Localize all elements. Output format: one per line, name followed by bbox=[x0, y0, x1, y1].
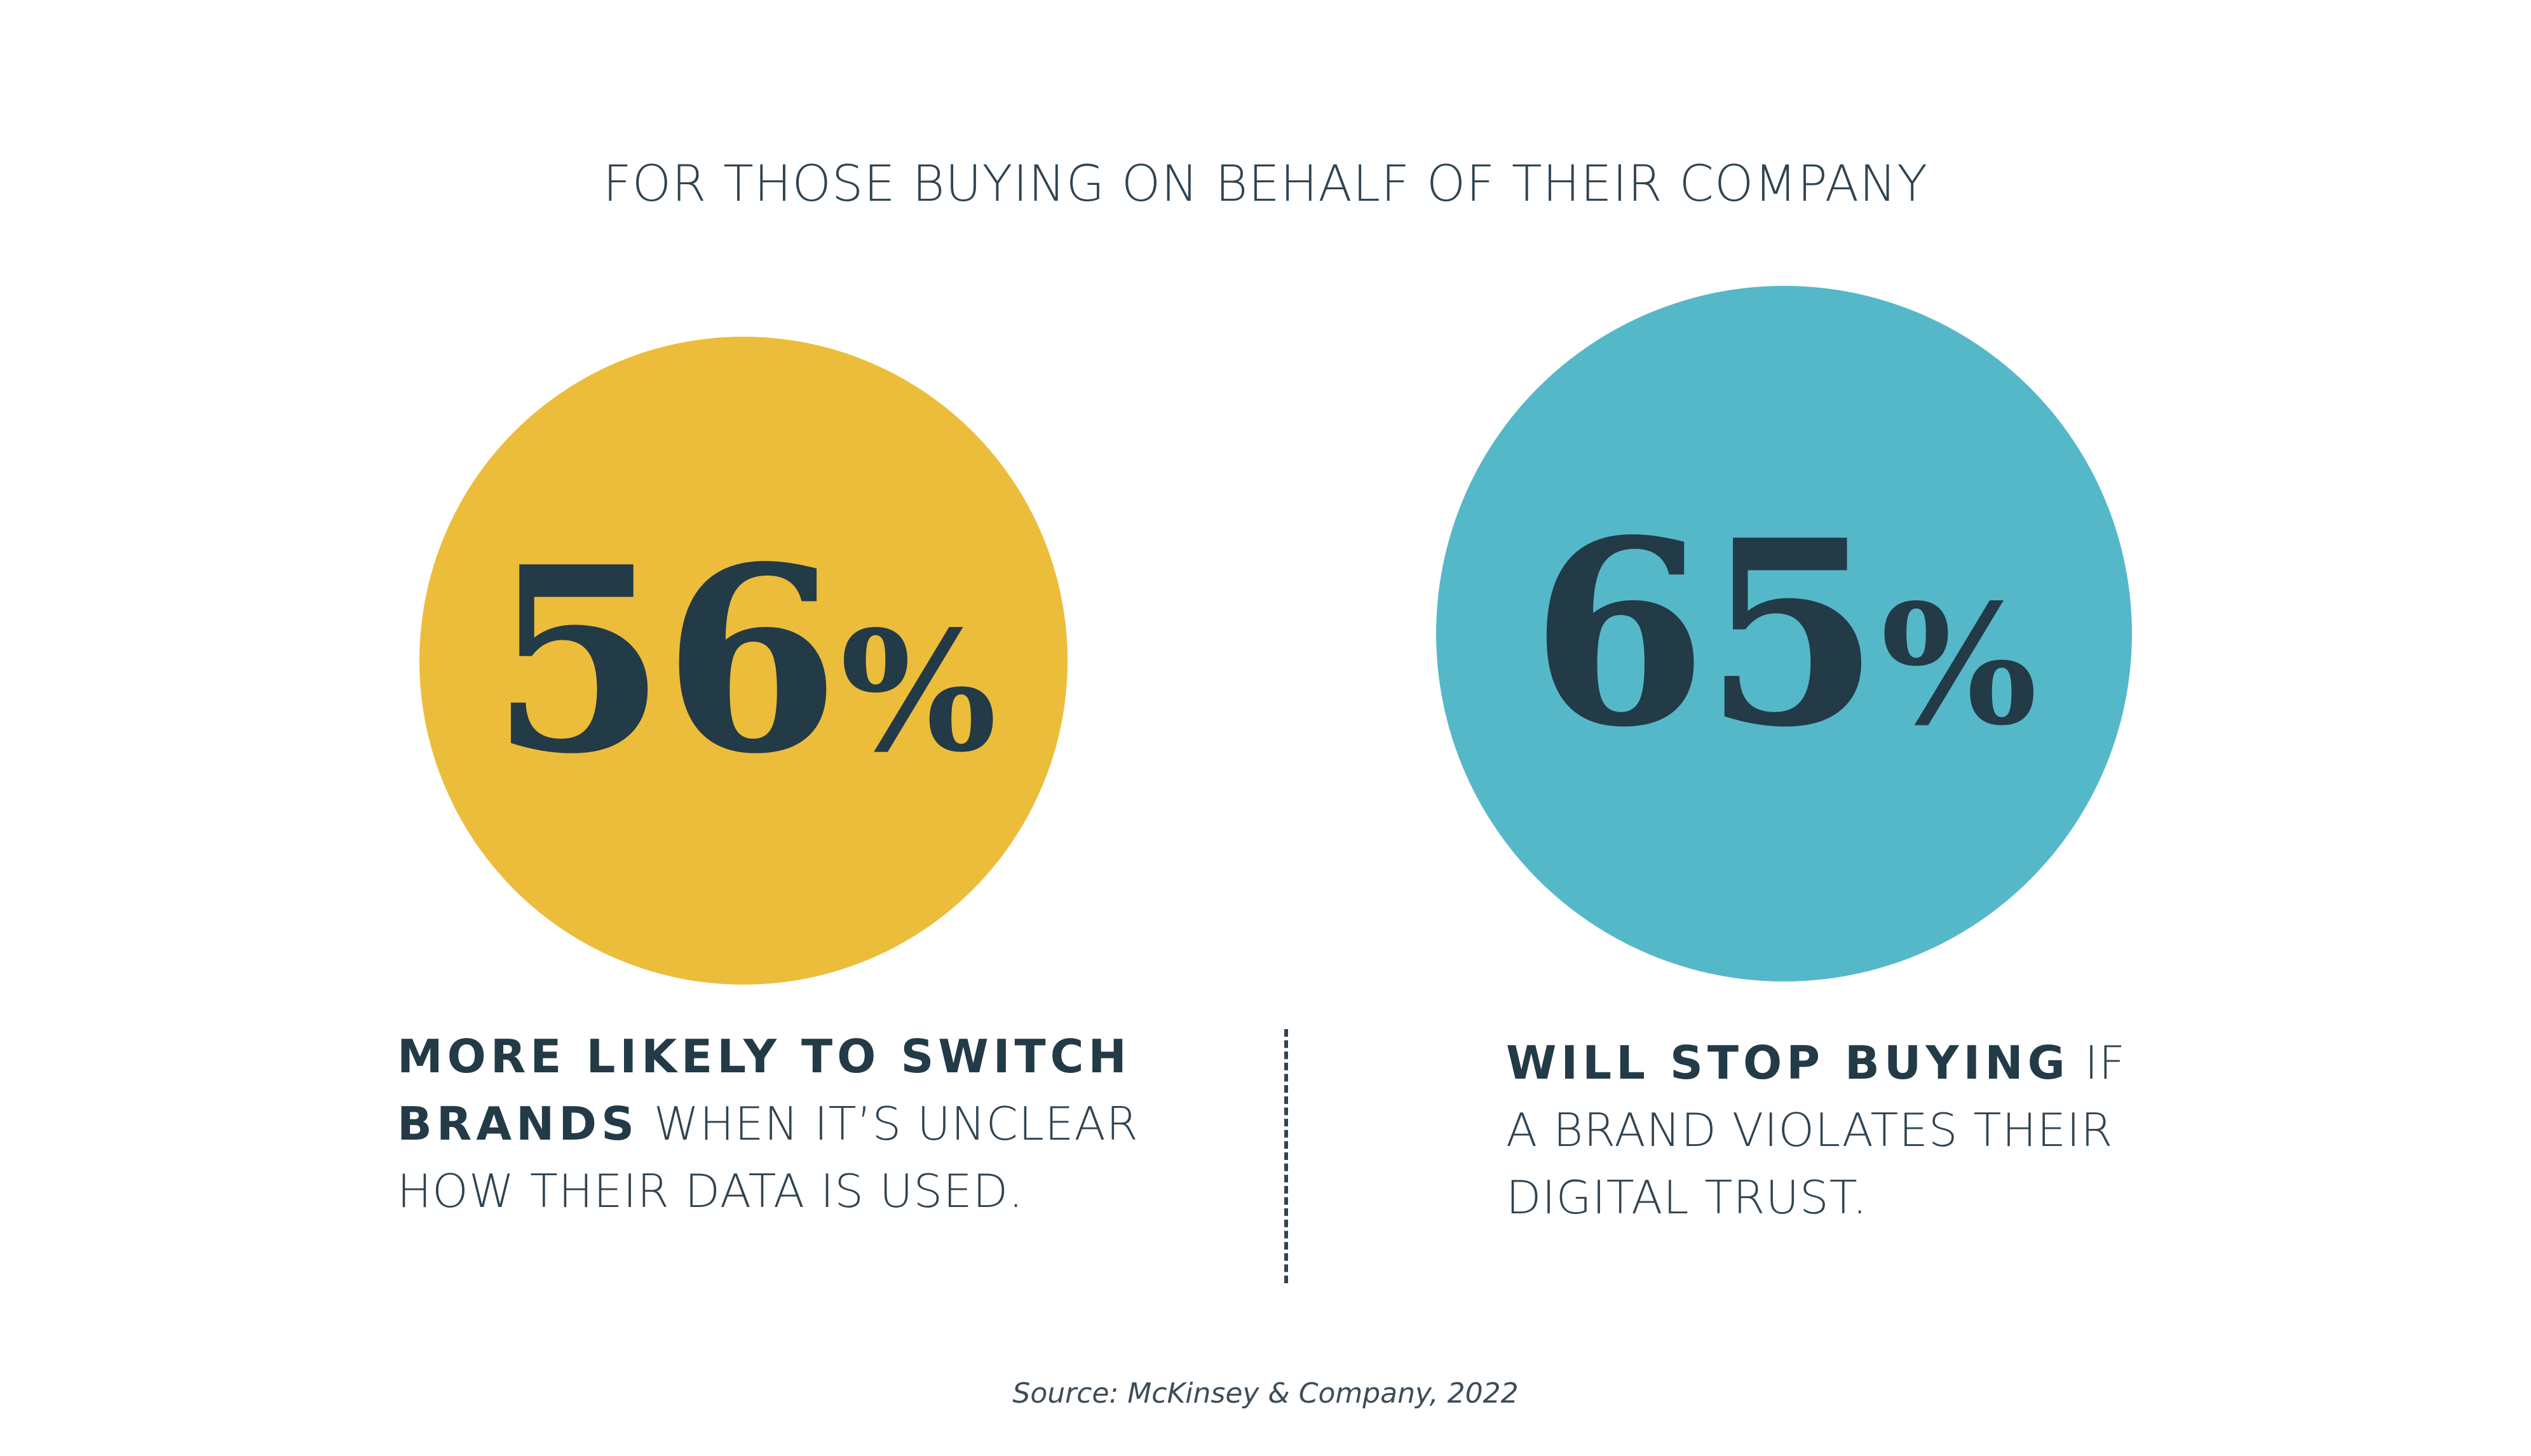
stat-65-percent: 65% bbox=[1531, 507, 2038, 761]
desc-bold: WILL STOP BUYING bbox=[1506, 1036, 2070, 1089]
dashed-divider bbox=[1284, 1029, 1288, 1283]
percent-sign: % bbox=[839, 595, 997, 789]
desc-bold: BRANDS bbox=[397, 1097, 639, 1150]
desc-bold: MORE LIKELY TO SWITCH bbox=[397, 1030, 1131, 1083]
stat-56-percent: 56% bbox=[490, 534, 997, 788]
stat-circle-teal: 65% bbox=[1436, 286, 2132, 981]
desc-text: HOW THEIR DATA IS USED. bbox=[397, 1164, 1024, 1218]
stat-description-stop-buying: WILL STOP BUYING IF A BRAND VIOLATES THE… bbox=[1506, 1029, 2269, 1231]
percent-sign: % bbox=[1880, 568, 2038, 762]
infographic-heading: FOR THOSE BUYING ON BEHALF OF THEIR COMP… bbox=[602, 156, 1929, 213]
stat-number: 56 bbox=[490, 511, 840, 810]
stat-description-switch-brands: MORE LIKELY TO SWITCH BRANDS WHEN IT’S U… bbox=[397, 1023, 1198, 1225]
desc-text: WHEN IT’S UNCLEAR bbox=[638, 1097, 1139, 1150]
desc-text: DIGITAL TRUST. bbox=[1506, 1171, 1868, 1224]
desc-text: A BRAND VIOLATES THEIR bbox=[1506, 1103, 2114, 1157]
stat-number: 65 bbox=[1530, 484, 1881, 783]
source-citation: Source: McKinsey & Company, 2022 bbox=[1012, 1377, 1519, 1410]
stat-circle-yellow: 56% bbox=[419, 337, 1068, 985]
desc-text: IF bbox=[2069, 1036, 2126, 1089]
